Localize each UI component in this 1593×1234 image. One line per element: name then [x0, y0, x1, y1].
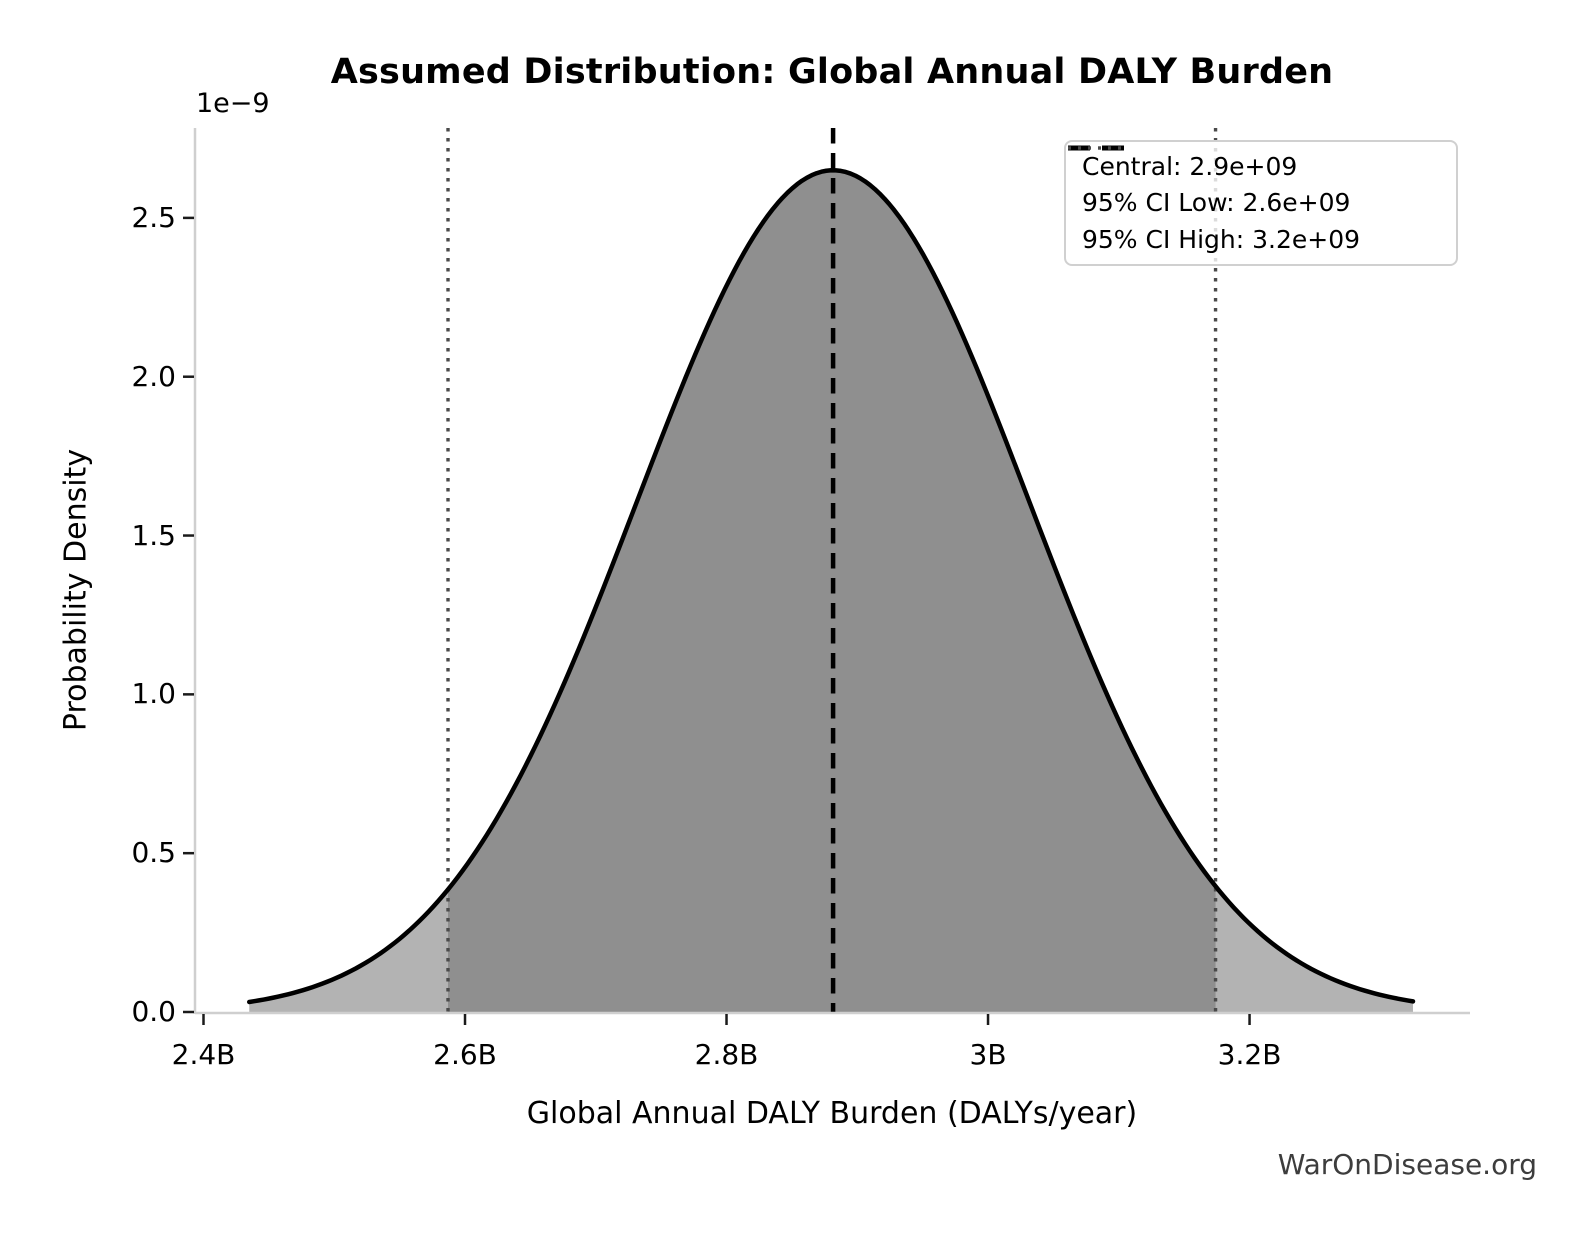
legend-item-label: Central: 2.9e+09 — [1082, 151, 1298, 181]
y-tick-label: 1.0 — [131, 677, 176, 711]
x-tick-label: 2.8B — [694, 1038, 759, 1071]
density-curve — [247, 168, 1416, 1005]
y-axis-offset-label: 1e−9 — [196, 88, 270, 119]
watermark: WarOnDisease.org — [1277, 1148, 1537, 1181]
y-tick-label: 2.0 — [131, 359, 176, 393]
chart-title: Assumed Distribution: Global Annual DALY… — [330, 52, 1334, 92]
legend-item-label: 95% CI Low: 2.6e+09 — [1082, 188, 1351, 218]
x-tick-label: 3.2B — [1217, 1038, 1282, 1071]
y-tick-label: 0.0 — [131, 994, 176, 1028]
legend-item-central: Central: 2.9e+09 — [1068, 145, 1446, 181]
ci-high-line-sample — [1068, 146, 1128, 150]
y-tick-label: 0.5 — [131, 836, 176, 870]
legend-item-ci-low: 95% CI Low: 2.6e+09 — [1068, 146, 1446, 218]
legend-item-ci-high: 95% CI High: 3.2e+09 — [1068, 146, 1446, 255]
x-tick-label: 2.4B — [171, 1038, 236, 1071]
y-tick-label: 2.5 — [131, 200, 176, 234]
x-tick-label: 3B — [969, 1038, 1007, 1071]
y-tick-label: 1.5 — [131, 518, 176, 552]
y-axis-label: Probability Density — [58, 448, 94, 732]
x-axis-label: Global Annual DALY Burden (DALYs/year) — [526, 1096, 1138, 1131]
x-tick-label: 2.6B — [433, 1038, 497, 1071]
legend: Central: 2.9e+09 95% CI Low: 2.6e+09 95% C… — [1064, 140, 1458, 266]
legend-item-label: 95% CI High: 3.2e+09 — [1082, 225, 1361, 255]
